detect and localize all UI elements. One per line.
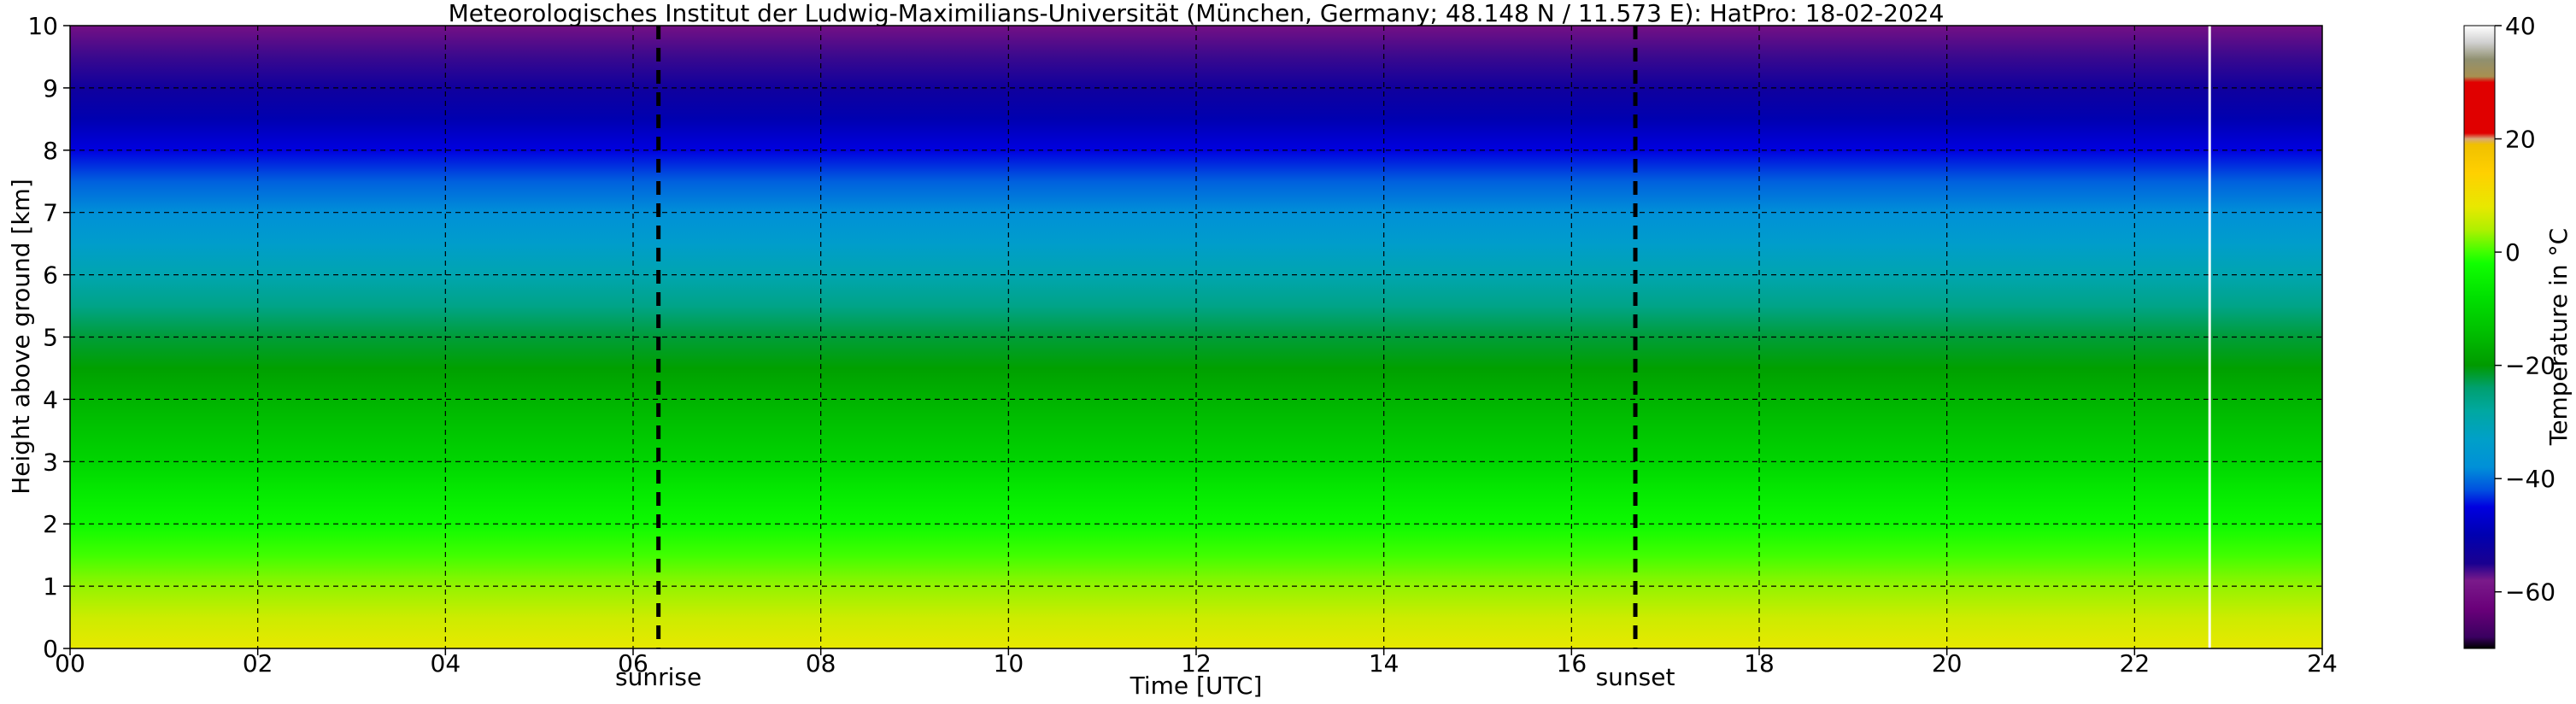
y-axis-ticks: 0 1 2 3 4 5 6 7 8 9 10 [27, 12, 70, 663]
x-tick-label: 00 [55, 649, 85, 678]
y-tick-label: 1 [43, 572, 58, 601]
y-tick-label: 7 [43, 199, 58, 227]
y-tick-label: 4 [43, 385, 58, 414]
colorbar-tick-label: 20 [2505, 126, 2536, 154]
x-axis-ticks: 00 02 04 06 08 10 12 14 16 18 20 22 24 [55, 648, 2338, 678]
x-tick-label: 08 [806, 649, 836, 678]
colorbar-strip [2463, 25, 2496, 649]
x-tick-label: 06 [618, 649, 648, 678]
y-axis-label: Height above ground [km] [7, 179, 35, 495]
y-tick-label: 5 [43, 324, 58, 352]
y-tick-label: 8 [43, 137, 58, 165]
x-tick-label: 10 [994, 649, 1024, 678]
colorbar-tick-label: 40 [2505, 12, 2536, 40]
x-tick-label: 02 [243, 649, 273, 678]
colorbar-tick-label: −40 [2505, 465, 2555, 493]
x-axis-label: Time [UTC] [1130, 672, 1263, 700]
plot-area [70, 26, 2322, 648]
chart-title: Meteorologisches Institut der Ludwig-Max… [449, 0, 1945, 27]
y-tick-label: 3 [43, 448, 58, 476]
x-tick-label: 14 [1369, 649, 1399, 678]
grid-lines [70, 26, 2322, 648]
x-tick-label: 16 [1557, 649, 1587, 678]
sun-event-lines [656, 26, 1638, 648]
colorbar-tick-label: −60 [2505, 578, 2555, 607]
x-tick-label: 18 [1744, 649, 1775, 678]
colorbar-tick-label: −20 [2505, 352, 2555, 380]
x-tick-label: 04 [431, 649, 461, 678]
x-tick-label: 12 [1181, 649, 1212, 678]
colorbar-ticks: −60 −40 −20 0 20 40 [2495, 12, 2555, 607]
y-tick-label: 6 [43, 261, 58, 290]
x-tick-label: 24 [2307, 649, 2338, 678]
sun-event-labels: sunrise sunset [615, 663, 1675, 691]
colorbar-label: Temperature in °C [2544, 228, 2573, 446]
y-tick-label: 2 [43, 510, 58, 538]
y-tick-label: 0 [43, 635, 58, 663]
annotation-label-sunset: sunset [1596, 663, 1675, 691]
x-tick-label: 20 [1932, 649, 1963, 678]
y-tick-label: 9 [43, 74, 58, 103]
colorbar-tick-label: 0 [2505, 238, 2520, 267]
annotation-label-sunrise: sunrise [615, 663, 701, 691]
colorbar: −60 −40 −20 0 20 40 Temperature in °C [2463, 12, 2573, 649]
x-tick-label: 22 [2120, 649, 2151, 678]
y-tick-label: 10 [27, 12, 58, 40]
